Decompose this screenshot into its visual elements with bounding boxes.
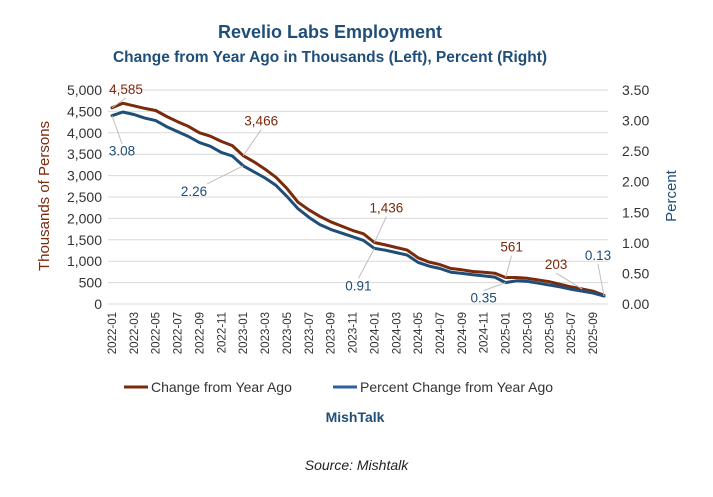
right-tick-label: 2.50 [622, 143, 649, 159]
legend-label-change: Change from Year Ago [151, 379, 292, 395]
data-label-percent: 0.35 [470, 291, 496, 306]
x-tick-label: 2023-07 [304, 312, 316, 354]
data-labels: 4,585 3,466 1,436 561 203 3.08 2.26 0.91 0.35 0.1… [109, 82, 611, 306]
x-tick-label: 2025-05 [544, 312, 556, 354]
left-axis-ticks: 0 500 1,000 1,500 2,000 2,500 3,000 3,500 4,000 4… [67, 82, 102, 312]
right-axis-ticks: 0.00 0.50 1.00 1.50 2.00 2.50 3.00 3.50 [622, 82, 649, 312]
left-tick-label: 2,500 [67, 189, 102, 205]
x-tick-label: 2023-05 [282, 312, 294, 354]
x-tick-label: 2022-03 [129, 312, 141, 354]
leader-line [555, 272, 583, 290]
leader-line [597, 263, 605, 297]
source-caption: Source: Mishtalk [304, 457, 409, 473]
right-tick-label: 2.00 [622, 174, 649, 190]
x-tick-label: 2022-09 [194, 312, 206, 354]
x-tick-label: 2024-11 [479, 312, 491, 353]
left-tick-label: 0 [94, 296, 102, 312]
data-label-change: 203 [545, 257, 568, 272]
leader-line [505, 255, 513, 278]
left-axis-label: Thousands of Persons [36, 121, 53, 271]
right-tick-label: 3.00 [622, 113, 649, 129]
data-label-change: 3,466 [244, 114, 278, 129]
leader-line [373, 216, 387, 243]
x-tick-label: 2025-03 [522, 312, 534, 354]
footer-label: MishTalk [326, 409, 385, 425]
x-tick-label: 2025-01 [501, 312, 513, 354]
gridlines [108, 89, 608, 305]
x-axis-ticks: 2022-01 2022-03 2022-05 2022-07 2022-09 2022-… [107, 312, 600, 354]
x-tick-label: 2023-01 [238, 312, 250, 354]
left-tick-label: 3,500 [67, 146, 102, 162]
right-tick-label: 1.50 [622, 204, 649, 220]
legend-label-percent: Percent Change from Year Ago [360, 379, 553, 395]
x-tick-label: 2024-05 [413, 312, 425, 354]
x-tick-label: 2022-07 [173, 312, 185, 354]
x-tick-label: 2025-09 [588, 312, 600, 354]
x-tick-label: 2023-09 [326, 312, 338, 354]
series-line-change [110, 101, 606, 297]
x-tick-label: 2023-11 [348, 312, 360, 353]
data-label-percent: 2.26 [181, 184, 207, 199]
x-tick-label: 2024-09 [457, 312, 469, 354]
series-layer [110, 101, 606, 298]
right-tick-label: 0.50 [622, 265, 649, 281]
leader-line [111, 97, 127, 109]
leader-line [242, 129, 262, 156]
data-label-percent: 0.91 [345, 278, 371, 293]
left-tick-label: 4,000 [67, 125, 102, 141]
left-tick-label: 500 [79, 275, 103, 291]
x-tick-label: 2024-03 [391, 312, 403, 354]
x-tick-label: 2022-05 [151, 312, 163, 354]
right-tick-label: 1.00 [622, 235, 649, 251]
chart-title: Revelio Labs Employment [218, 22, 442, 42]
leader-line [111, 115, 123, 144]
left-tick-label: 4,500 [67, 103, 102, 119]
x-tick-label: 2025-07 [566, 312, 578, 354]
x-tick-label: 2022-01 [107, 312, 119, 354]
left-tick-label: 2,000 [67, 210, 102, 226]
right-tick-label: 0.00 [622, 296, 649, 312]
data-label-change: 1,436 [370, 201, 404, 216]
data-label-percent: 3.08 [109, 144, 135, 159]
leader-line [206, 165, 244, 185]
left-tick-label: 1,500 [67, 232, 102, 248]
data-label-change: 4,585 [109, 82, 143, 97]
legend: Change from Year Ago Percent Change from… [124, 379, 553, 395]
x-tick-label: 2024-07 [435, 312, 447, 354]
leader-line [357, 248, 375, 279]
right-tick-label: 3.50 [622, 82, 649, 98]
chart-subtitle: Change from Year Ago in Thousands (Left)… [113, 49, 547, 66]
x-tick-label: 2022-11 [216, 312, 228, 353]
x-tick-label: 2024-01 [369, 312, 381, 354]
right-axis-label: Percent [663, 169, 680, 222]
series-line-percent [110, 110, 606, 298]
data-label-percent: 0.13 [585, 248, 611, 263]
left-tick-label: 1,000 [67, 253, 102, 269]
left-tick-label: 3,000 [67, 168, 102, 184]
x-tick-label: 2023-03 [260, 312, 272, 354]
data-label-change: 561 [500, 239, 523, 254]
leader-line [483, 282, 506, 292]
left-tick-label: 5,000 [67, 82, 102, 98]
